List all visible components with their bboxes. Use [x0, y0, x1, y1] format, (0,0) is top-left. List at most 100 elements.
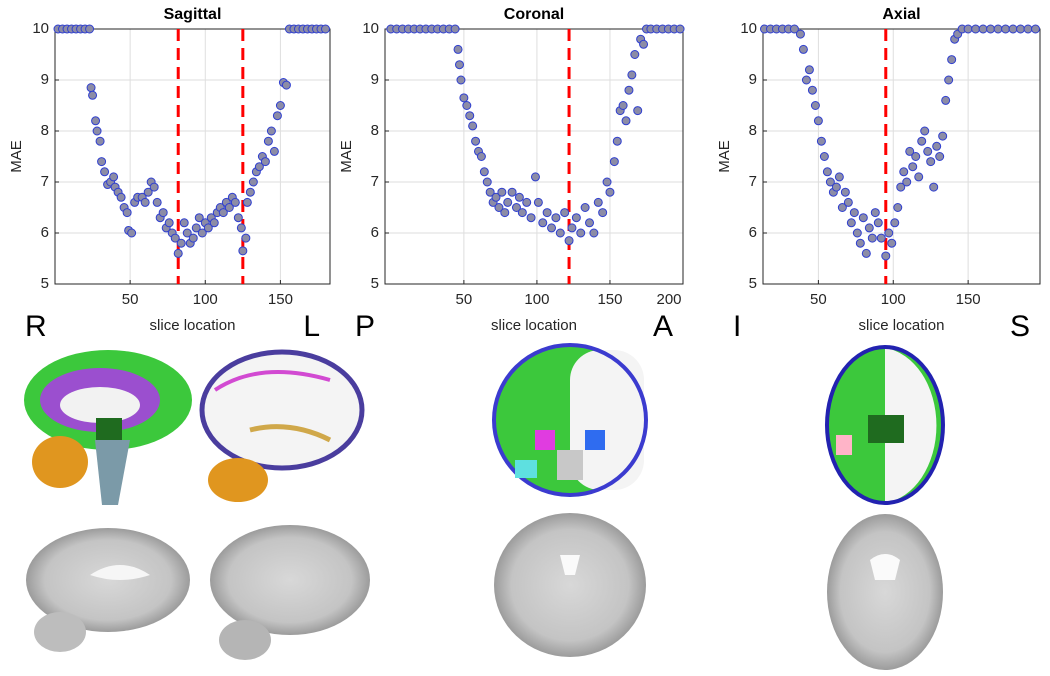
chart-title: Axial	[882, 6, 920, 23]
point	[491, 192, 501, 202]
point	[143, 187, 153, 197]
brain-images	[24, 343, 945, 670]
direction-label: L	[303, 310, 320, 343]
point	[179, 218, 189, 228]
point	[873, 218, 883, 228]
point	[233, 213, 243, 223]
point	[494, 203, 504, 212]
point	[476, 152, 486, 161]
point	[911, 152, 921, 161]
point	[1016, 24, 1026, 34]
point	[825, 177, 835, 187]
x-tick-label: 200	[656, 291, 681, 308]
y-tick-label: 8	[371, 122, 379, 139]
y-tick-label: 5	[41, 275, 49, 292]
point	[807, 85, 817, 95]
point	[465, 111, 475, 121]
point	[140, 197, 150, 207]
point	[602, 177, 612, 187]
point	[813, 116, 823, 126]
point	[902, 177, 912, 187]
point	[266, 126, 276, 136]
point	[95, 136, 105, 146]
point	[263, 136, 273, 146]
sagittal-segmentation-medial	[24, 350, 192, 505]
point	[238, 246, 248, 256]
point	[627, 70, 637, 80]
point	[567, 223, 577, 233]
point	[320, 24, 330, 34]
point	[858, 213, 868, 223]
point	[560, 208, 570, 218]
y-tick-label: 8	[749, 122, 757, 139]
point	[511, 203, 521, 212]
point	[947, 55, 957, 65]
y-tick-label: 10	[32, 20, 49, 37]
point	[920, 126, 930, 136]
point	[85, 24, 95, 34]
axial-mri	[827, 514, 943, 670]
x-tick-label: 150	[597, 291, 622, 308]
point	[149, 182, 159, 192]
point	[963, 24, 973, 34]
point	[245, 187, 255, 197]
y-tick-label: 10	[740, 20, 757, 37]
point	[1031, 24, 1041, 34]
point	[471, 136, 481, 146]
point	[281, 80, 291, 90]
axial-segmentation	[825, 345, 945, 505]
point	[798, 44, 808, 54]
point	[468, 121, 478, 131]
y-tick-label: 6	[371, 224, 379, 241]
point	[576, 228, 586, 238]
point	[593, 197, 603, 207]
chart-title: Coronal	[504, 6, 564, 23]
point	[482, 177, 492, 187]
point	[507, 187, 517, 197]
point	[517, 208, 527, 218]
point	[242, 197, 252, 207]
x-axis-label: slice location	[859, 317, 945, 334]
point	[455, 60, 464, 70]
direction-label: I	[733, 310, 741, 343]
point	[191, 223, 201, 233]
point	[176, 238, 186, 248]
point	[598, 208, 608, 218]
point	[462, 101, 472, 110]
y-tick-label: 6	[749, 224, 757, 241]
point	[92, 126, 102, 136]
y-tick-label: 10	[362, 20, 379, 37]
point	[456, 75, 466, 85]
point	[275, 101, 285, 110]
x-tick-label: 100	[193, 291, 218, 308]
point	[555, 228, 565, 238]
point	[861, 248, 871, 258]
point	[497, 187, 507, 197]
point	[893, 203, 903, 212]
point	[944, 75, 954, 85]
point	[173, 248, 183, 258]
point	[241, 233, 251, 243]
x-axis-label: slice location	[150, 317, 236, 334]
y-axis-label: MAE	[8, 140, 25, 173]
point	[218, 208, 228, 218]
direction-label: S	[1010, 310, 1030, 343]
point	[917, 136, 927, 146]
point	[852, 228, 862, 238]
point	[675, 24, 685, 34]
point	[526, 213, 536, 223]
point	[571, 213, 581, 223]
point	[804, 65, 814, 75]
point	[639, 39, 649, 49]
point	[203, 223, 213, 233]
y-tick-label: 6	[41, 224, 49, 241]
point	[1023, 24, 1033, 34]
point	[224, 203, 234, 212]
point	[533, 197, 543, 207]
point	[881, 251, 891, 261]
sagittal-segmentation-lateral	[199, 349, 365, 502]
point	[86, 83, 96, 93]
point	[248, 177, 258, 187]
point	[801, 75, 811, 85]
point	[887, 238, 897, 248]
